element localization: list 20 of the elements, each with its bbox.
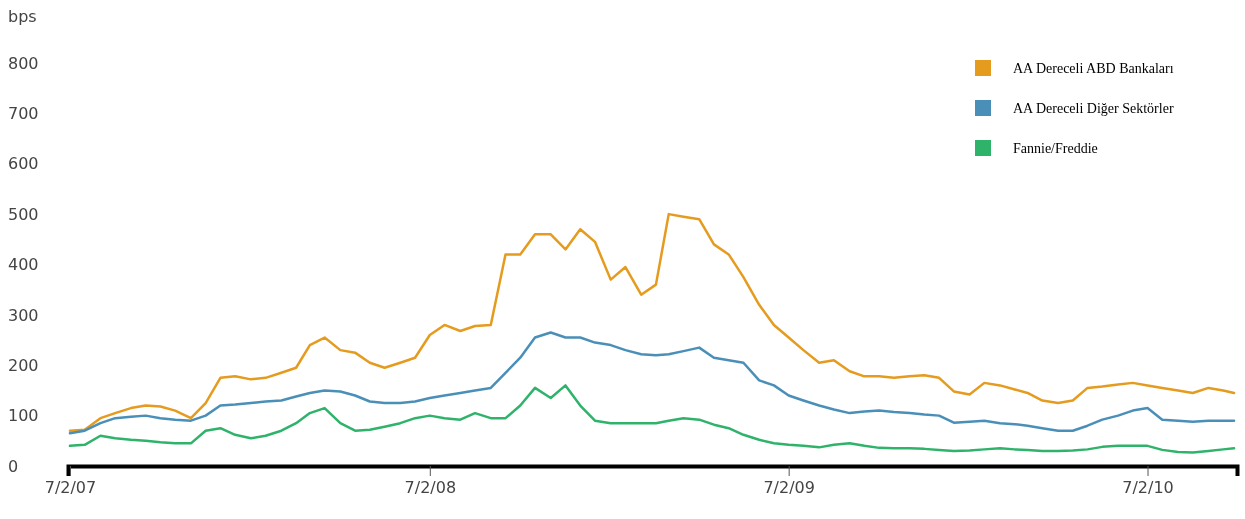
x-tick-label: 7/2/08 xyxy=(404,478,457,498)
line-series xyxy=(68,331,1236,435)
y-tick-label: 600 xyxy=(8,154,39,174)
y-tick-label: 100 xyxy=(8,406,39,426)
y-tick-label: 300 xyxy=(8,305,39,325)
line-series xyxy=(68,384,1236,454)
y-axis-title: bps xyxy=(8,7,37,26)
y-tick-label: 700 xyxy=(8,104,39,123)
x-tick-label: 7/2/09 xyxy=(763,478,815,498)
x-tick-label: 7/2/10 xyxy=(1122,478,1174,498)
y-tick-label: 400 xyxy=(8,255,39,275)
y-tick-label: 500 xyxy=(8,204,39,224)
line-series xyxy=(68,212,1236,432)
legend-label: AA Dereceli Diğer Sektörler xyxy=(1013,101,1174,116)
legend-label: Fannie/Freddie xyxy=(1013,141,1098,156)
x-tick-label: 7/2/07 xyxy=(44,478,97,498)
y-tick-label: 800 xyxy=(8,53,39,73)
legend-label: AA Dereceli ABD Bankaları xyxy=(1013,61,1174,76)
y-tick-label: 200 xyxy=(8,355,39,375)
y-tick-label: 0 xyxy=(8,456,19,476)
